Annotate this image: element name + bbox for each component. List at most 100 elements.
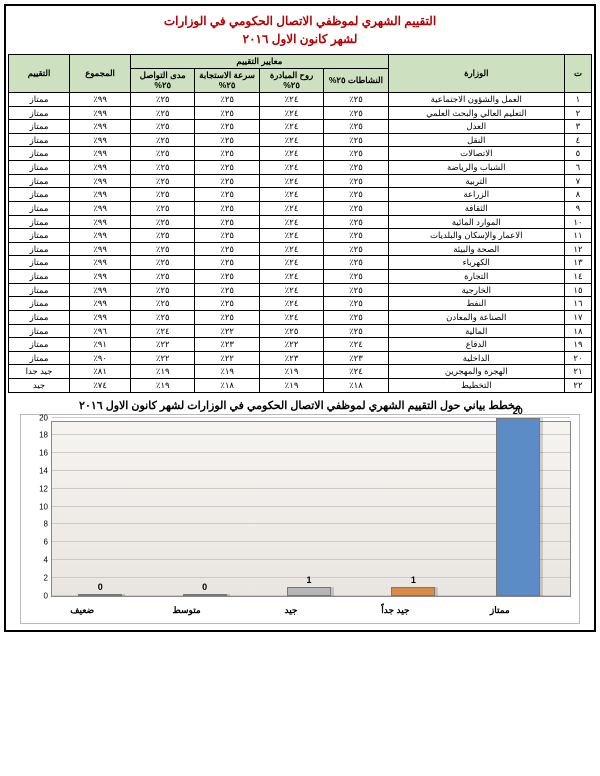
cell-score-2: ٪٢٤: [259, 242, 323, 256]
cell-score-1: ٪٢٥: [324, 120, 388, 134]
cell-sum: ٪٩٩: [70, 133, 131, 147]
cell-score-3: ٪٢٥: [195, 106, 259, 120]
cell-ministry: الاعمار والإسكان والبلديات: [388, 229, 564, 243]
cell-ministry: الكهرباء: [388, 256, 564, 270]
table-row: ١العمل والشؤون الاجتماعية٪٢٥٪٢٤٪٢٥٪٢٥٪٩٩…: [9, 92, 592, 106]
table-row: ١٢الصحة والبيئة٪٢٥٪٢٤٪٢٥٪٢٥٪٩٩ممتاز: [9, 242, 592, 256]
cell-score-3: ٪٢٥: [195, 201, 259, 215]
cell-score-4: ٪٢٥: [131, 256, 195, 270]
cell-score-1: ٪٢٥: [324, 297, 388, 311]
cell-sum: ٪٩٩: [70, 256, 131, 270]
cell-score-2: ٪٢٤: [259, 283, 323, 297]
chart-gridline: [52, 470, 570, 471]
cell-score-3: ٪٢٥: [195, 133, 259, 147]
cell-score-1: ٪١٨: [324, 379, 388, 393]
cell-rating: ممتاز: [9, 324, 70, 338]
cell-rating: ممتاز: [9, 310, 70, 324]
table-header: ت الوزارة معايير التقييم المجموع التقييم…: [9, 55, 592, 93]
cell-ministry: الخارجية: [388, 283, 564, 297]
cell-score-2: ٪٢٤: [259, 161, 323, 175]
cell-rating: ممتاز: [9, 147, 70, 161]
cell-rating: ممتاز: [9, 256, 70, 270]
cell-score-1: ٪٢٥: [324, 283, 388, 297]
cell-score-2: ٪٢٤: [259, 215, 323, 229]
cell-score-4: ٪٢٥: [131, 133, 195, 147]
hdr-index: ت: [564, 55, 591, 93]
table-row: ١٣الكهرباء٪٢٥٪٢٤٪٢٥٪٢٥٪٩٩ممتاز: [9, 256, 592, 270]
chart-y-label: 10: [26, 502, 48, 511]
cell-sum: ٪٩٩: [70, 242, 131, 256]
cell-rating: جيد: [9, 379, 70, 393]
cell-score-3: ٪٢٥: [195, 297, 259, 311]
cell-score-4: ٪٢٥: [131, 120, 195, 134]
cell-sum: ٪٩١: [70, 338, 131, 352]
cell-score-1: ٪٢٤: [324, 338, 388, 352]
chart-bar: [496, 418, 540, 596]
cell-index: ٣: [564, 120, 591, 134]
cell-index: ٢: [564, 106, 591, 120]
cell-sum: ٪٩٩: [70, 270, 131, 284]
cell-score-4: ٪٢٤: [131, 324, 195, 338]
cell-index: ١٩: [564, 338, 591, 352]
chart-bar: [183, 594, 227, 596]
cell-sum: ٪٩٩: [70, 297, 131, 311]
cell-score-3: ٪٢٥: [195, 229, 259, 243]
cell-score-1: ٪٢٥: [324, 147, 388, 161]
cell-ministry: الداخلية: [388, 351, 564, 365]
cell-score-2: ٪٢٤: [259, 201, 323, 215]
cell-score-4: ٪٢٥: [131, 106, 195, 120]
cell-score-3: ٪٢٥: [195, 270, 259, 284]
cell-ministry: الصحة والبيئة: [388, 242, 564, 256]
table-row: ١٤التجارة٪٢٥٪٢٤٪٢٥٪٢٥٪٩٩ممتاز: [9, 270, 592, 284]
cell-score-3: ٪٢٥: [195, 161, 259, 175]
cell-ministry: النفط: [388, 297, 564, 311]
cell-score-2: ٪٢٤: [259, 92, 323, 106]
cell-index: ١: [564, 92, 591, 106]
cell-sum: ٪٩٩: [70, 188, 131, 202]
cell-score-2: ٪٢٤: [259, 297, 323, 311]
cell-index: ٥: [564, 147, 591, 161]
cell-sum: ٪٩٩: [70, 147, 131, 161]
cell-score-1: ٪٢٥: [324, 256, 388, 270]
cell-index: ١٣: [564, 256, 591, 270]
table-row: ٢التعليم العالي والبحث العلمي٪٢٥٪٢٤٪٢٥٪٢…: [9, 106, 592, 120]
cell-score-1: ٪٢٥: [324, 106, 388, 120]
chart-gridline: [52, 488, 570, 489]
cell-score-2: ٪٢٤: [259, 133, 323, 147]
cell-index: ١٥: [564, 283, 591, 297]
cell-sum: ٪٩٩: [70, 229, 131, 243]
cell-rating: ممتاز: [9, 106, 70, 120]
cell-ministry: العمل والشؤون الاجتماعية: [388, 92, 564, 106]
hdr-crit-2: روح المبادرة ٢٥%: [259, 68, 323, 92]
chart-y-label: 20: [26, 413, 48, 422]
table-row: ١٠الموارد المائية٪٢٥٪٢٤٪٢٥٪٢٥٪٩٩ممتاز: [9, 215, 592, 229]
cell-rating: ممتاز: [9, 229, 70, 243]
chart-value-label: 1: [287, 575, 331, 585]
cell-score-4: ٪٢٥: [131, 147, 195, 161]
cell-score-2: ٪١٩: [259, 379, 323, 393]
table-row: ٨الزراعة٪٢٥٪٢٤٪٢٥٪٢٥٪٩٩ممتاز: [9, 188, 592, 202]
cell-score-1: ٪٢٥: [324, 188, 388, 202]
cell-score-2: ٪٢٤: [259, 310, 323, 324]
cell-rating: ممتاز: [9, 133, 70, 147]
cell-rating: ممتاز: [9, 297, 70, 311]
cell-score-1: ٪٢٥: [324, 174, 388, 188]
table-row: ٩الثقافة٪٢٥٪٢٤٪٢٥٪٢٥٪٩٩ممتاز: [9, 201, 592, 215]
chart-y-label: 18: [26, 431, 48, 440]
cell-rating: ممتاز: [9, 92, 70, 106]
chart-gridline: [52, 506, 570, 507]
cell-score-1: ٪٢٥: [324, 133, 388, 147]
chart-y-label: 0: [26, 591, 48, 600]
cell-index: ٢٢: [564, 379, 591, 393]
cell-score-3: ٪٢٥: [195, 92, 259, 106]
table-row: ١٦النفط٪٢٥٪٢٤٪٢٥٪٢٥٪٩٩ممتاز: [9, 297, 592, 311]
chart-gridline: [52, 434, 570, 435]
cell-score-3: ٪٢٥: [195, 174, 259, 188]
cell-index: ١٠: [564, 215, 591, 229]
chart-y-label: 16: [26, 449, 48, 458]
chart-y-label: 6: [26, 538, 48, 547]
cell-score-4: ٪٢٥: [131, 215, 195, 229]
cell-score-3: ٪٢٢: [195, 351, 259, 365]
cell-score-1: ٪٢٥: [324, 229, 388, 243]
cell-score-3: ٪٢٥: [195, 188, 259, 202]
